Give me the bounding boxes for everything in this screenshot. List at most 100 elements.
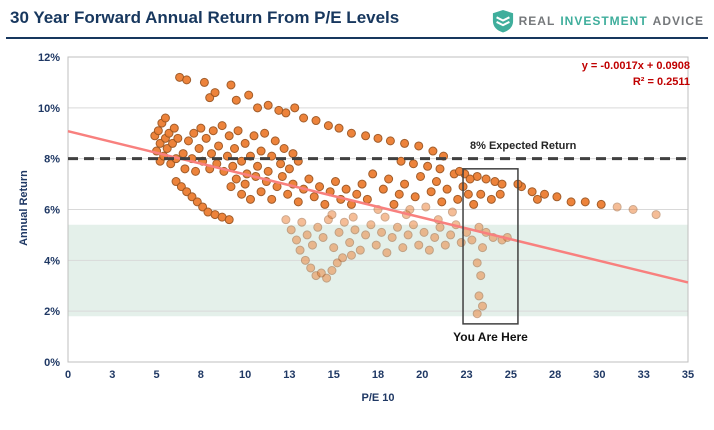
data-point — [180, 164, 190, 174]
data-point — [153, 126, 163, 136]
x-tick-label: 13 — [283, 369, 295, 381]
data-point — [345, 238, 355, 248]
data-point — [300, 255, 310, 265]
data-point — [256, 187, 266, 197]
data-point — [428, 146, 438, 156]
data-point — [419, 227, 429, 237]
data-point — [183, 136, 193, 146]
data-point — [332, 258, 342, 268]
x-tick-label: 8 — [198, 369, 204, 381]
data-point — [329, 243, 339, 253]
data-point — [400, 179, 410, 189]
data-point — [191, 166, 201, 176]
x-tick-label: 0 — [65, 369, 71, 381]
data-point — [540, 189, 550, 199]
data-point — [476, 271, 486, 281]
data-point — [168, 138, 178, 148]
data-point — [206, 149, 216, 159]
target-return-band — [68, 224, 688, 317]
data-point — [377, 227, 387, 237]
expected-return-label: 8% Expected Return — [470, 140, 577, 152]
x-tick-label: 23 — [460, 369, 472, 381]
data-point — [164, 128, 174, 138]
data-point — [171, 177, 181, 187]
data-point — [334, 227, 344, 237]
data-point — [270, 136, 280, 146]
data-point — [612, 202, 622, 212]
data-point — [263, 100, 273, 110]
data-point — [176, 182, 186, 192]
y-tick-label: 2% — [44, 306, 60, 318]
data-point — [651, 210, 661, 220]
y-tick-label: 4% — [44, 255, 60, 267]
data-point — [596, 199, 606, 209]
data-point — [580, 197, 590, 207]
data-point — [435, 164, 445, 174]
data-point — [293, 197, 303, 207]
page-title: 30 Year Forward Annual Return From P/E L… — [10, 8, 400, 27]
data-point — [361, 131, 371, 141]
data-point — [497, 179, 507, 189]
data-point — [214, 141, 224, 151]
data-point — [361, 230, 371, 240]
data-point — [472, 258, 482, 268]
x-axis-title: P/E 10 — [361, 392, 395, 404]
data-point — [322, 273, 332, 283]
data-point — [327, 266, 337, 275]
data-point — [249, 131, 259, 141]
data-point — [256, 146, 266, 156]
data-point — [334, 123, 344, 133]
x-tick-label: 33 — [638, 369, 650, 381]
data-point — [224, 131, 234, 141]
x-tick-label: 15 — [328, 369, 340, 381]
data-point — [447, 207, 457, 217]
data-point — [435, 222, 445, 232]
data-point — [384, 174, 394, 184]
data-point — [392, 222, 402, 232]
data-point — [178, 149, 188, 159]
data-point — [228, 161, 238, 171]
data-point — [387, 232, 397, 242]
logo-word-investment: INVESTMENT — [560, 14, 648, 28]
x-tick-label: 3 — [109, 369, 115, 381]
data-point — [224, 215, 234, 225]
data-point — [237, 189, 247, 199]
data-point — [199, 77, 209, 87]
data-point — [315, 182, 325, 192]
data-point — [566, 197, 576, 207]
data-point — [352, 189, 362, 199]
data-point — [281, 108, 291, 118]
x-tick-label: 10 — [239, 369, 251, 381]
data-point — [217, 121, 227, 131]
data-point — [231, 95, 241, 105]
data-point — [286, 225, 296, 235]
data-point — [456, 238, 466, 248]
data-point — [414, 240, 424, 250]
data-point — [316, 268, 326, 278]
data-point — [302, 230, 312, 240]
data-point — [160, 113, 170, 123]
data-point — [362, 194, 372, 204]
data-point — [373, 133, 383, 143]
data-point — [304, 174, 314, 184]
y-tick-label: 8% — [44, 154, 60, 166]
x-tick-label: 5 — [154, 369, 160, 381]
data-point — [245, 194, 255, 204]
data-point — [527, 187, 537, 197]
data-point — [453, 194, 463, 204]
data-point — [400, 138, 410, 148]
data-point — [311, 116, 321, 126]
x-tick-label: 25 — [505, 369, 517, 381]
trend-line — [67, 130, 689, 284]
data-point — [423, 161, 433, 171]
data-point — [173, 133, 183, 143]
data-point — [297, 217, 307, 227]
data-point — [226, 182, 236, 192]
data-point — [201, 133, 211, 143]
data-point — [260, 128, 270, 138]
x-tick-label: 35 — [682, 369, 694, 381]
logo-word-real: REAL — [518, 14, 556, 28]
data-point — [371, 240, 381, 250]
data-point — [233, 126, 243, 136]
data-point — [230, 144, 240, 153]
